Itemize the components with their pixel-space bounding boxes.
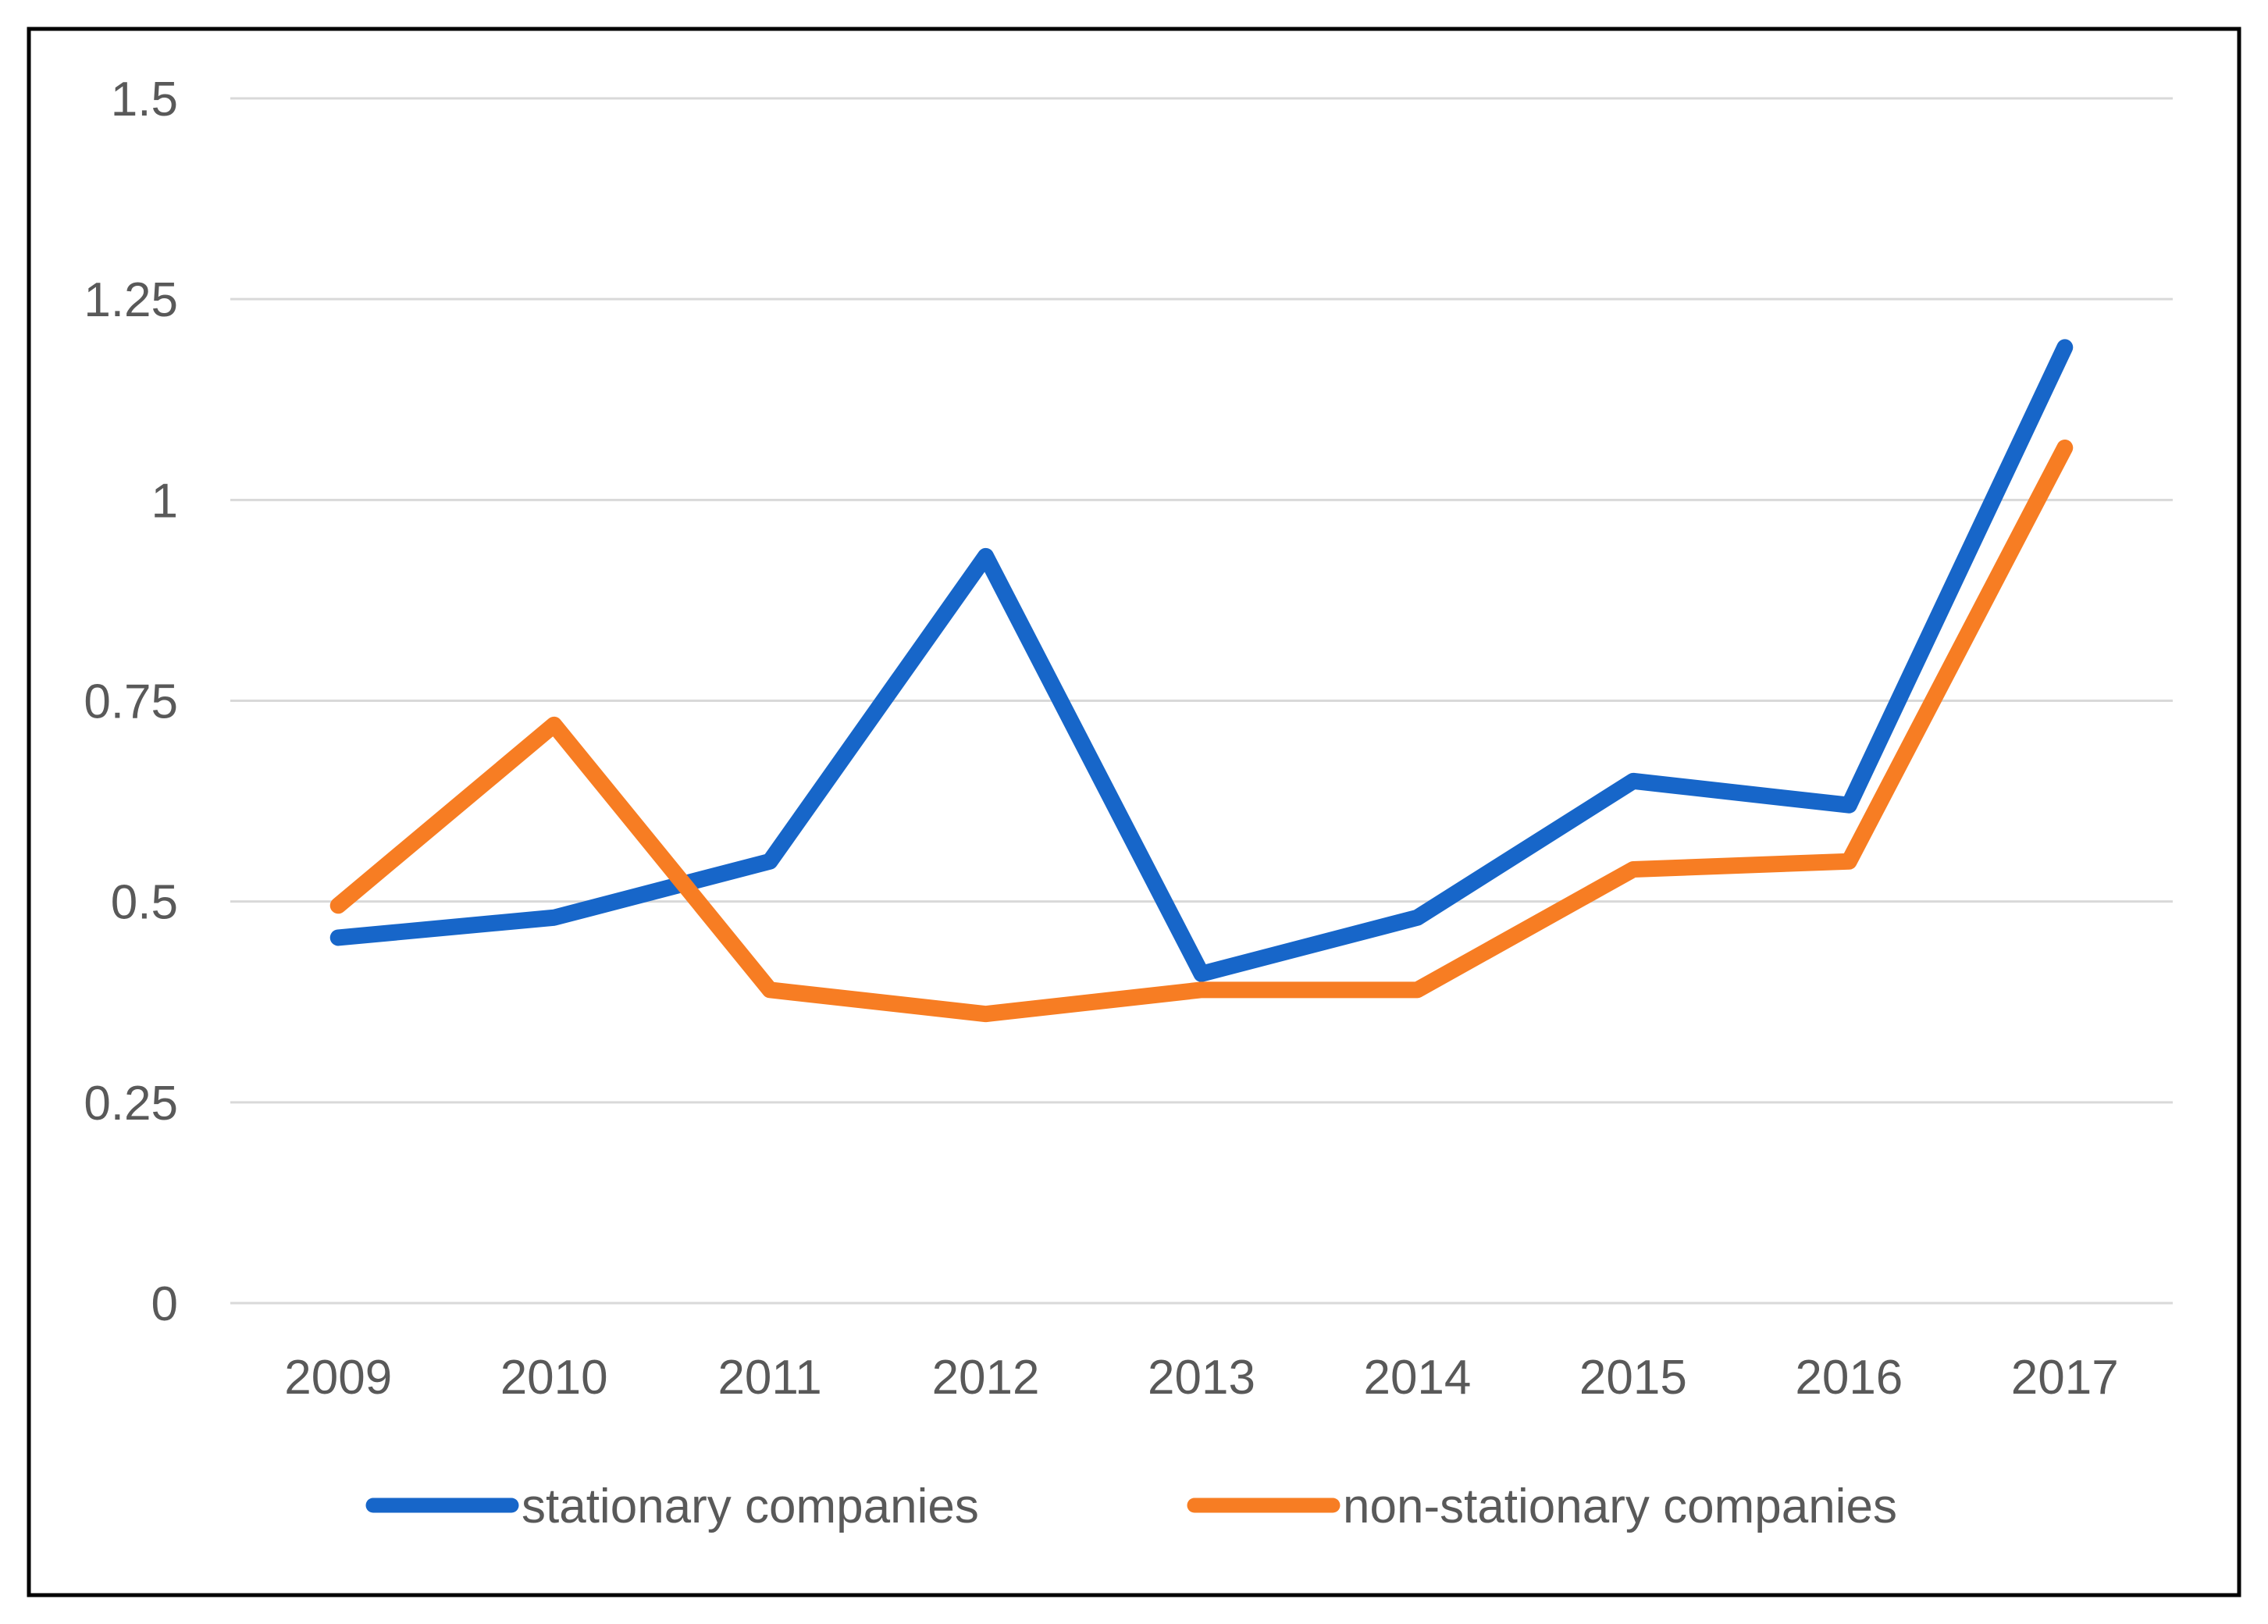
series-line-non-stationary (329, 439, 2074, 1023)
x-tick-label: 2015 (1579, 1351, 1687, 1405)
legend-label-non-stationary: non-stationary companies (1343, 1480, 1897, 1533)
y-tick-label: 0.75 (84, 675, 178, 729)
x-tick-label: 2012 (932, 1351, 1040, 1405)
legend: stationary companies non-stationary comp… (365, 1480, 1897, 1533)
legend-label-stationary: stationary companies (522, 1480, 979, 1533)
series-line-stationary (329, 339, 2074, 982)
gridlines-group (230, 97, 2173, 1305)
y-tick-label: 0.25 (84, 1077, 178, 1131)
y-tick-label: 1 (151, 474, 178, 528)
x-tick-label: 2009 (284, 1351, 392, 1405)
x-axis-year-labels: 2009 2010 2011 2012 2013 2014 2015 2016 2017 (284, 1351, 2118, 1405)
figure-border (27, 27, 2241, 1597)
x-tick-label: 2014 (1363, 1351, 1471, 1405)
y-tick-label: 1.25 (84, 273, 178, 327)
y-axis-tick-labels: 0 0.25 0.5 0.75 1 1.25 1.5 (84, 73, 178, 1331)
x-tick-label: 2017 (2011, 1351, 2119, 1405)
y-tick-label: 0.5 (111, 876, 178, 930)
x-tick-label: 2013 (1148, 1351, 1255, 1405)
series-lines-group (329, 339, 2074, 1023)
x-tick-label: 2016 (1795, 1351, 1903, 1405)
y-tick-label: 1.5 (111, 73, 178, 126)
x-tick-label: 2011 (717, 1351, 821, 1405)
x-tick-label: 2010 (500, 1351, 608, 1405)
y-tick-label: 0 (151, 1277, 178, 1331)
